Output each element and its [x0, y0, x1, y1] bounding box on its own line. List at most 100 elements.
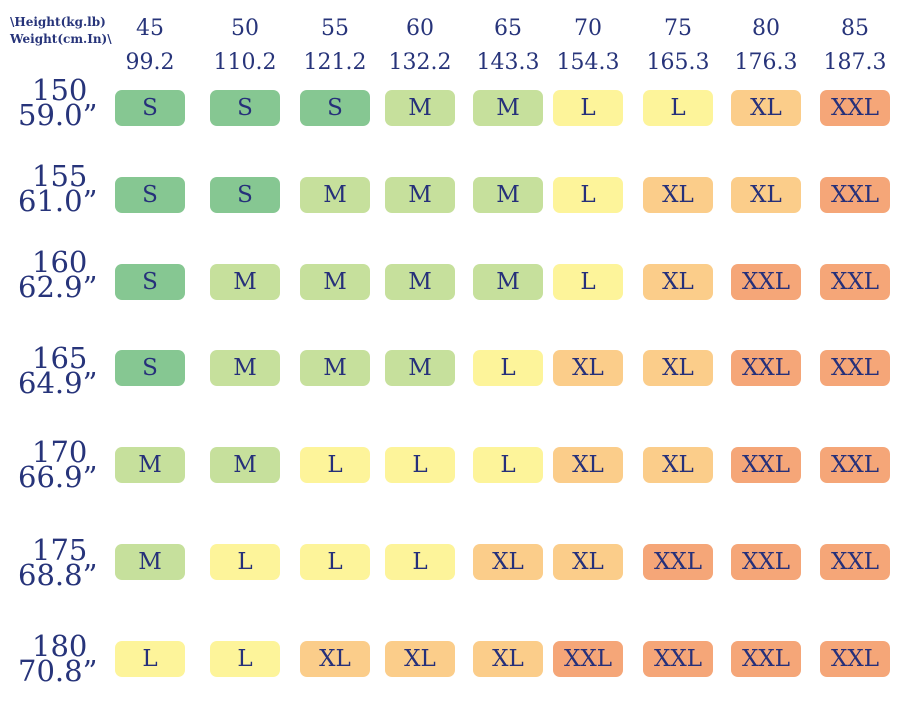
column-header-lb: 187.3 [823, 50, 887, 75]
column-header: 60 132.2 [375, 12, 465, 80]
size-cell: S [300, 90, 370, 126]
column-header-lb: 99.2 [125, 50, 175, 75]
size-cell: XL [731, 90, 801, 126]
column-header-lb: 176.3 [734, 50, 798, 75]
row-header-cm: 175 [32, 533, 88, 567]
column-header-kg: 70 [574, 16, 602, 41]
size-cell: M [300, 264, 370, 300]
column-header-kg: 85 [841, 16, 869, 41]
row-header-in: 62.9” [18, 270, 98, 304]
size-cell: L [210, 544, 280, 580]
row-header: 155 61.0” [14, 159, 104, 218]
size-cell: L [210, 641, 280, 677]
size-cell: XL [553, 350, 623, 386]
size-cell: XXL [731, 544, 801, 580]
column-header-lb: 110.2 [213, 50, 277, 75]
row-header-cm: 170 [32, 435, 88, 469]
column-header-kg: 80 [752, 16, 780, 41]
row-header: 160 62.9” [14, 245, 104, 304]
size-cell: XXL [820, 350, 890, 386]
size-cell: XXL [553, 641, 623, 677]
row-header-cm: 165 [32, 341, 88, 375]
size-cell: XL [385, 641, 455, 677]
size-cell: XXL [820, 264, 890, 300]
size-cell: XXL [731, 447, 801, 483]
corner-header-weight-label: Weight(cm.In)\ [10, 32, 112, 47]
row-header: 175 68.8” [14, 533, 104, 592]
size-cell: XXL [820, 641, 890, 677]
size-cell: XXL [820, 177, 890, 213]
size-cell: M [115, 544, 185, 580]
size-cell: XL [473, 544, 543, 580]
size-cell: XL [553, 544, 623, 580]
size-cell: XXL [820, 544, 890, 580]
size-cell: L [553, 264, 623, 300]
size-cell: L [300, 544, 370, 580]
size-cell: M [210, 447, 280, 483]
column-header-lb: 143.3 [476, 50, 540, 75]
column-header: 45 99.2 [105, 12, 195, 80]
row-header-in: 66.9” [18, 460, 98, 494]
size-cell: L [115, 641, 185, 677]
column-header-kg: 75 [664, 16, 692, 41]
size-cell: XL [643, 177, 713, 213]
size-cell: M [210, 350, 280, 386]
row-header-cm: 160 [32, 245, 88, 279]
size-cell: XXL [643, 641, 713, 677]
size-cell: L [643, 90, 713, 126]
column-header: 65 143.3 [463, 12, 553, 80]
row-header: 165 64.9” [14, 341, 104, 400]
size-cell: XL [643, 264, 713, 300]
size-cell: M [385, 177, 455, 213]
column-header-lb: 132.2 [388, 50, 452, 75]
column-header-lb: 121.2 [303, 50, 367, 75]
column-header-kg: 50 [231, 16, 259, 41]
column-header-kg: 65 [494, 16, 522, 41]
size-cell: M [473, 177, 543, 213]
size-cell: S [115, 350, 185, 386]
size-cell: XL [553, 447, 623, 483]
column-header: 85 187.3 [810, 12, 900, 80]
size-cell: S [210, 90, 280, 126]
size-cell: L [385, 447, 455, 483]
row-header-cm: 150 [32, 73, 88, 107]
size-cell: XXL [731, 350, 801, 386]
size-cell: XXL [820, 447, 890, 483]
size-cell: S [210, 177, 280, 213]
size-cell: XXL [731, 264, 801, 300]
row-header-cm: 180 [32, 629, 88, 663]
column-header-kg: 45 [136, 16, 164, 41]
row-header-in: 61.0” [18, 184, 98, 218]
row-header: 180 70.8” [14, 629, 104, 688]
size-cell: S [115, 90, 185, 126]
size-cell: M [385, 350, 455, 386]
size-cell: L [300, 447, 370, 483]
size-cell: XL [643, 447, 713, 483]
size-cell: L [385, 544, 455, 580]
column-header: 75 165.3 [633, 12, 723, 80]
size-cell: XL [473, 641, 543, 677]
column-header: 70 154.3 [543, 12, 633, 80]
row-header-in: 64.9” [18, 366, 98, 400]
size-cell: S [115, 264, 185, 300]
size-cell: XL [300, 641, 370, 677]
size-cell: M [385, 90, 455, 126]
size-cell: XXL [731, 641, 801, 677]
column-header: 50 110.2 [200, 12, 290, 80]
column-header: 80 176.3 [721, 12, 811, 80]
size-cell: M [473, 264, 543, 300]
size-cell: XL [731, 177, 801, 213]
row-header-in: 68.8” [18, 558, 98, 592]
row-header-in: 70.8” [18, 654, 98, 688]
row-header: 150 59.0” [14, 73, 104, 132]
row-header-in: 59.0” [18, 98, 98, 132]
column-header-kg: 55 [321, 16, 349, 41]
corner-header: \Height(kg.lb) Weight(cm.In)\ [10, 14, 125, 49]
size-cell: L [473, 350, 543, 386]
column-header: 55 121.2 [290, 12, 380, 80]
size-cell: M [473, 90, 543, 126]
row-header-cm: 155 [32, 159, 88, 193]
column-header-kg: 60 [406, 16, 434, 41]
size-cell: M [210, 264, 280, 300]
size-cell: M [115, 447, 185, 483]
